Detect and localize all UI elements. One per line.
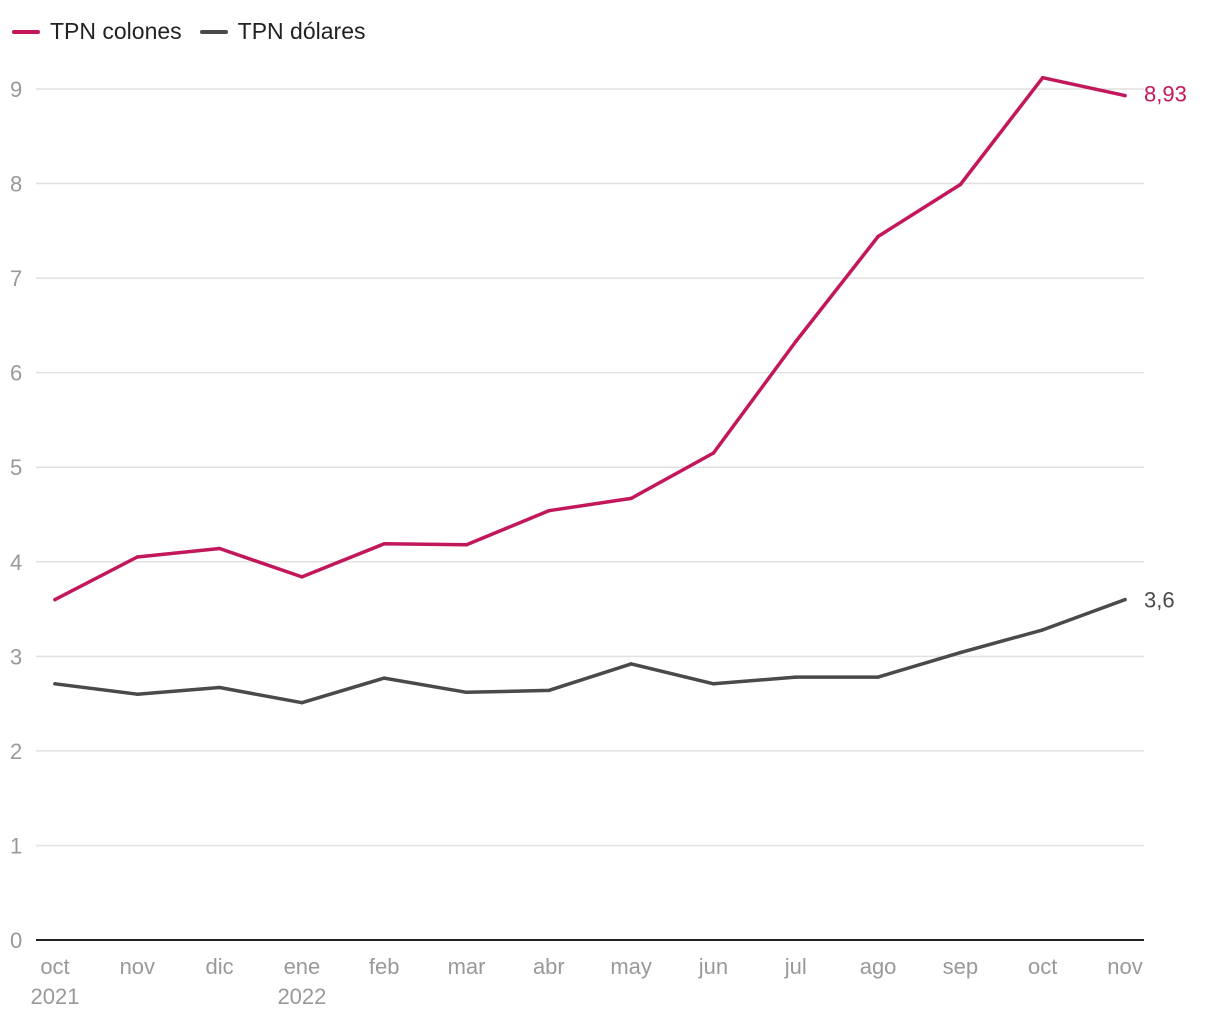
legend-label-colones: TPN colones	[50, 18, 182, 44]
x-tick-label: jul	[784, 954, 807, 979]
x-tick-label: abr	[533, 954, 565, 979]
data-point	[1123, 597, 1127, 602]
y-tick-label-6: 6	[10, 361, 22, 386]
y-tick-label-8: 8	[10, 172, 22, 197]
y-tick-label-2: 2	[10, 739, 22, 764]
x-tick-label: ago	[860, 954, 897, 979]
data-point	[958, 182, 963, 187]
data-point	[464, 543, 469, 547]
series-line-dolares	[53, 597, 1127, 705]
data-point	[547, 508, 551, 513]
data-point	[711, 682, 716, 686]
data-point	[300, 700, 304, 705]
end-label-colones: 8,93	[1144, 82, 1187, 107]
x-year-label: 2022	[277, 984, 326, 1009]
data-point	[53, 597, 57, 602]
data-point	[547, 688, 551, 693]
x-tick-label: dic	[206, 954, 234, 979]
data-point	[135, 692, 140, 696]
legend-item-dolares: TPN dólares	[199, 18, 366, 45]
data-point	[876, 675, 880, 679]
legend-swatch-dolares	[199, 29, 228, 34]
y-tick-label-0: 0	[10, 928, 22, 953]
data-point	[1040, 628, 1045, 632]
data-point	[135, 555, 140, 559]
x-tick-label: mar	[448, 954, 486, 979]
data-point	[53, 682, 57, 686]
data-point	[629, 662, 633, 666]
x-tick-label: nov	[120, 954, 155, 979]
y-tick-label-7: 7	[10, 266, 22, 291]
y-tick-label-5: 5	[10, 455, 22, 480]
end-label-dolares: 3,6	[1144, 588, 1175, 613]
x-tick-label: sep	[943, 954, 978, 979]
data-point	[382, 676, 386, 680]
data-point	[217, 546, 222, 551]
x-tick-label: oct	[40, 954, 69, 979]
legend-label-dolares: TPN dólares	[237, 18, 366, 44]
data-point	[300, 575, 304, 579]
x-tick-label: ene	[284, 954, 321, 979]
x-tick-label: may	[610, 954, 652, 979]
x-tick-label: jun	[698, 954, 728, 979]
legend: TPN colones TPN dólares	[12, 18, 366, 45]
data-point	[958, 650, 963, 655]
legend-swatch-colones	[12, 29, 40, 34]
x-tick-label: nov	[1107, 954, 1142, 979]
data-point	[464, 690, 469, 695]
data-point	[711, 451, 716, 455]
data-point	[217, 685, 222, 690]
data-point	[1040, 75, 1045, 80]
x-tick-label: oct	[1028, 954, 1057, 979]
x-year-label: 2021	[31, 984, 80, 1009]
data-point	[794, 339, 798, 344]
data-point	[794, 675, 798, 679]
data-point	[1123, 93, 1127, 98]
y-tick-label-1: 1	[10, 833, 22, 858]
data-point	[876, 234, 880, 239]
legend-item-colones: TPN colones	[12, 18, 182, 45]
y-tick-label-9: 9	[10, 77, 22, 102]
x-tick-label: feb	[369, 954, 400, 979]
data-point	[382, 542, 386, 546]
data-point	[629, 496, 633, 501]
y-tick-label-3: 3	[10, 644, 22, 669]
y-tick-label-4: 4	[10, 550, 22, 575]
series-line-colones	[53, 75, 1127, 602]
